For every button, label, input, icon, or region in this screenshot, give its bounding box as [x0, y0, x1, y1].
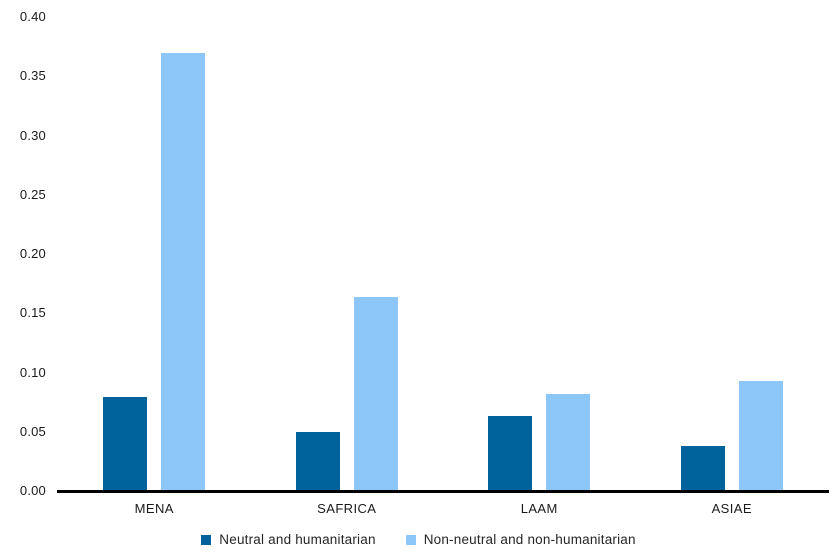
y-tick-label: 0.05: [19, 423, 46, 439]
y-tick-label: 0.00: [19, 483, 46, 498]
legend-item: Neutral and humanitarian: [201, 532, 375, 547]
legend-item: Non-neutral and non-humanitarian: [405, 532, 636, 547]
bar-non-neutral-asiae: [738, 380, 783, 491]
y-tick-label: 0.25: [19, 186, 46, 202]
x-axis-label-laam: LAAM: [520, 501, 558, 516]
y-tick-label: 0.40: [19, 9, 46, 24]
x-axis-line: [57, 490, 829, 493]
bar-neutral-laam: [488, 416, 533, 491]
y-tick-label: 0.30: [19, 127, 46, 143]
bar-non-neutral-mena: [161, 52, 206, 491]
legend: Neutral and humanitarian Non-neutral and …: [0, 532, 837, 547]
y-tick-label: 0.10: [19, 364, 46, 380]
x-axis-label-asiae: ASIAE: [711, 501, 752, 516]
legend-swatch-icon: [405, 534, 416, 545]
x-axis-label-safrica: SAFRICA: [317, 501, 377, 516]
bar-neutral-safrica: [295, 431, 340, 491]
y-tick-label: 0.35: [19, 68, 46, 84]
x-axis-label-mena: MENA: [134, 501, 174, 516]
legend-swatch-icon: [201, 534, 212, 545]
legend-label: Non-neutral and non-humanitarian: [423, 532, 636, 547]
legend-label: Neutral and humanitarian: [219, 532, 376, 547]
y-tick-label: 0.20: [19, 246, 46, 261]
bar-non-neutral-laam: [546, 393, 591, 491]
bar-neutral-mena: [103, 397, 148, 491]
bar-neutral-asiae: [680, 445, 725, 491]
y-tick-label: 0.15: [19, 305, 46, 321]
bar-non-neutral-safrica: [353, 296, 398, 491]
